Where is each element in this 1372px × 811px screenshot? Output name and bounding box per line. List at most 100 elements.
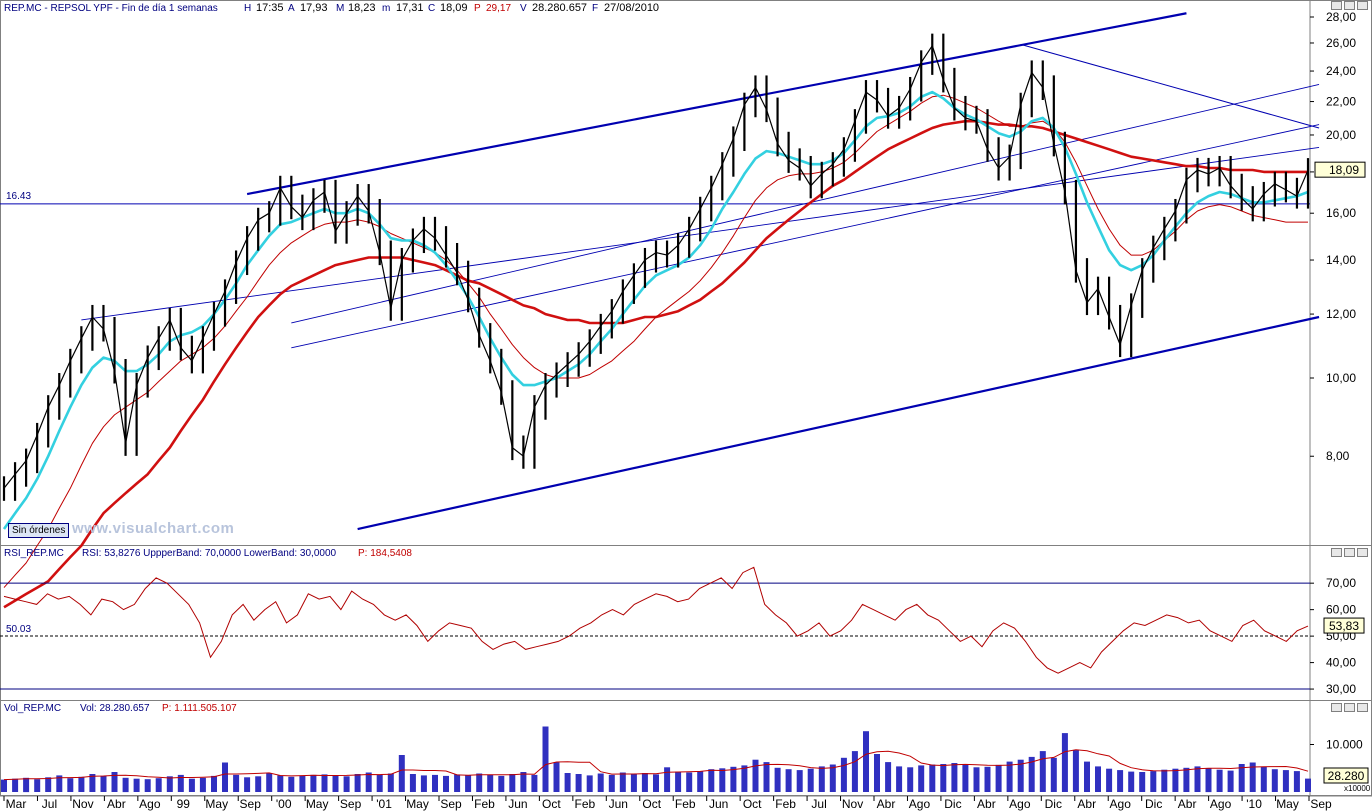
x-axis: Mar Jul Nov Abr Ago 99 May Sep '00 May Sep '01 May Se… [3,796,1332,811]
volume-panel-close-button[interactable] [1357,703,1368,712]
rsi-mid-label: 50.03 [6,624,31,635]
price-panel-close-button[interactable] [1357,1,1368,10]
channel-lower-line [357,315,1320,531]
rsi-panel-maximize-button[interactable] [1344,548,1355,557]
rsi-y-tick-label: 30,00 [1326,682,1356,696]
rsi-y-tick-label: 40,00 [1326,656,1356,670]
x-axis-tick-label: Dic [1045,797,1062,811]
volume-bar [818,766,825,792]
x-axis-tick-label: Ago [1210,797,1232,811]
volume-bar [1128,771,1135,792]
volume-bar [177,774,184,792]
volume-bar [155,778,162,792]
volume-header: Vol_REP.MC Vol: 28.280.657 P: 1.111.505.… [4,703,237,714]
volume-bar [575,774,582,792]
volume-bar [807,768,814,792]
volume-bar [940,764,947,792]
header-volume: 28.280.657 [532,2,587,14]
x-axis-tick-label: Feb [575,797,596,811]
volume-bar [67,778,74,792]
volume-bar [774,767,781,792]
volume-bar [918,765,925,792]
header-close: 18,09 [440,2,468,14]
volume-bar [12,778,19,792]
volume-bar [1017,759,1024,792]
x-axis-tick-label: '00 [276,797,292,811]
price-y-tick-label: 22,00 [1326,95,1356,109]
volume-bar [553,762,560,792]
volume-last-value-label: 28.280 [1328,769,1365,783]
x-axis-tick-label: Nov [72,797,93,811]
volume-bar [34,779,41,792]
volume-bar [465,775,472,792]
volume-bar [1106,768,1113,792]
volume-bar [785,769,792,792]
x-axis-tick-label: Mar [6,797,27,811]
volume-bar [299,775,306,792]
x-axis-tick-label: Ago [1110,797,1132,811]
volume-bar [597,773,604,792]
price-panel-maximize-button[interactable] [1344,1,1355,10]
header-p-value: 29,17 [486,3,511,14]
price-y-tick-label: 24,00 [1326,64,1356,78]
volume-bar [1006,761,1013,792]
volume-bar [520,772,527,792]
volume-bar [708,769,715,792]
volume-panel-maximize-button[interactable] [1344,703,1355,712]
volume-bar [166,776,173,792]
header-time: 17:35 [256,2,284,14]
volume-bar [885,762,892,792]
volume-bar [122,777,129,793]
x-axis-tick-label: Nov [842,797,863,811]
volume-bar [199,777,206,793]
x-axis-tick-label: Dic [1145,797,1162,811]
price-last-value-box [1314,161,1366,178]
volume-bar [608,774,615,792]
volume-bar [929,764,936,792]
x-axis-tick-label: May [1276,797,1299,811]
volume-bar [1095,766,1101,792]
volume-bar [244,777,251,792]
volume-bar [365,772,372,792]
volume-bar [653,774,659,792]
rsi-panel-minimize-button[interactable] [1331,548,1342,557]
x-axis-tick-label: Abr [107,797,126,811]
price-y-tick-label: 14,00 [1326,253,1356,267]
x-axis-tick-label: '10 [1246,797,1262,811]
volume-panel-minimize-button[interactable] [1331,703,1342,712]
x-axis-tick-label: Jun [609,797,628,811]
x-axis-tick-label: Ago [1009,797,1031,811]
volume-bar [1271,769,1278,792]
volume-bar [1293,771,1300,792]
volume-bar [1084,761,1090,792]
volume-bar [664,767,671,792]
volume-bar [874,754,880,792]
header-a-label: A [288,3,295,14]
volume-bar [1,779,7,792]
volume-bar [1205,768,1212,793]
price-panel-minimize-button[interactable] [1331,1,1342,10]
volume-bar [564,773,571,792]
volume-bar [100,775,107,792]
x-axis-tick-label: Oct [542,797,561,811]
resistance-line [1020,43,1320,129]
volume-title-rest: Vol: 28.280.657 [80,703,150,714]
x-axis-tick-label: May [205,797,228,811]
volume-bar [1072,750,1079,792]
price-y-axis: 8,0010,0012,0014,0016,0018,0020,0022,002… [6,10,1366,463]
volume-bar [409,774,416,792]
price-y-tick-label: 16,00 [1326,206,1356,220]
volume-bar [476,773,483,792]
volume-bar [730,766,737,792]
volume-bar [1139,772,1146,792]
rsi-panel-close-button[interactable] [1357,548,1368,557]
orders-button[interactable]: Sin órdenes [8,523,70,538]
rsi-y-tick-label: 60,00 [1326,603,1356,617]
volume-title-p: P: 1.111.505.107 [162,703,237,714]
price-y-tick-label: 12,00 [1326,307,1356,321]
volume-bar [1061,733,1068,792]
volume-title-symbol: Vol_REP.MC [4,703,61,714]
